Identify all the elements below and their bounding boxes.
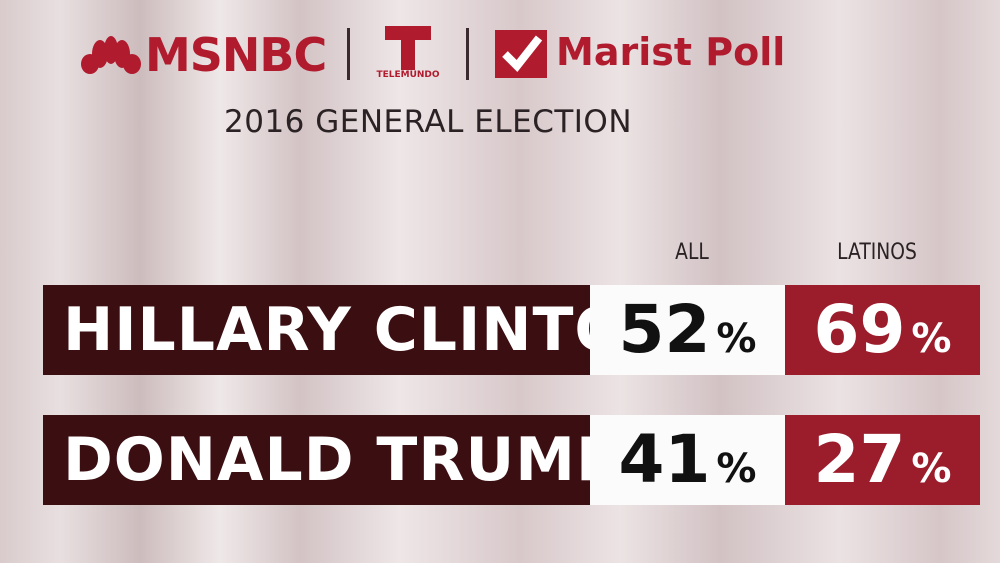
- percent-unit: %: [716, 446, 757, 492]
- title: 2016 GENERAL ELECTION: [224, 104, 633, 140]
- percent-unit: %: [716, 316, 757, 362]
- percent-cell: 41%: [590, 415, 785, 505]
- candidate-name: HILLARY CLINTON: [43, 285, 677, 375]
- column-header: LATINOS: [837, 240, 917, 265]
- percent-cell: 69%: [785, 285, 980, 375]
- column-header: ALL: [675, 240, 709, 265]
- percent-value: 69: [813, 291, 906, 368]
- percent-value: 27: [813, 421, 906, 498]
- percent-unit: %: [911, 316, 952, 362]
- percent-cell: 27%: [785, 415, 980, 505]
- telemundo-icon: [385, 26, 431, 70]
- percent-value: 41: [618, 421, 711, 498]
- divider: [466, 28, 469, 80]
- telemundo-logo: TELEMUNDO: [376, 70, 440, 80]
- msnbc-logo: MSNBC: [145, 28, 327, 82]
- candidate-name: DONALD TRUMP: [43, 415, 620, 505]
- marist-check-icon: [495, 30, 547, 78]
- percent-cell: 52%: [590, 285, 785, 375]
- peacock-icon: [81, 36, 141, 74]
- marist-logo: Marist Poll: [556, 30, 786, 74]
- percent-value: 52: [618, 291, 711, 368]
- divider: [347, 28, 350, 80]
- percent-unit: %: [911, 446, 952, 492]
